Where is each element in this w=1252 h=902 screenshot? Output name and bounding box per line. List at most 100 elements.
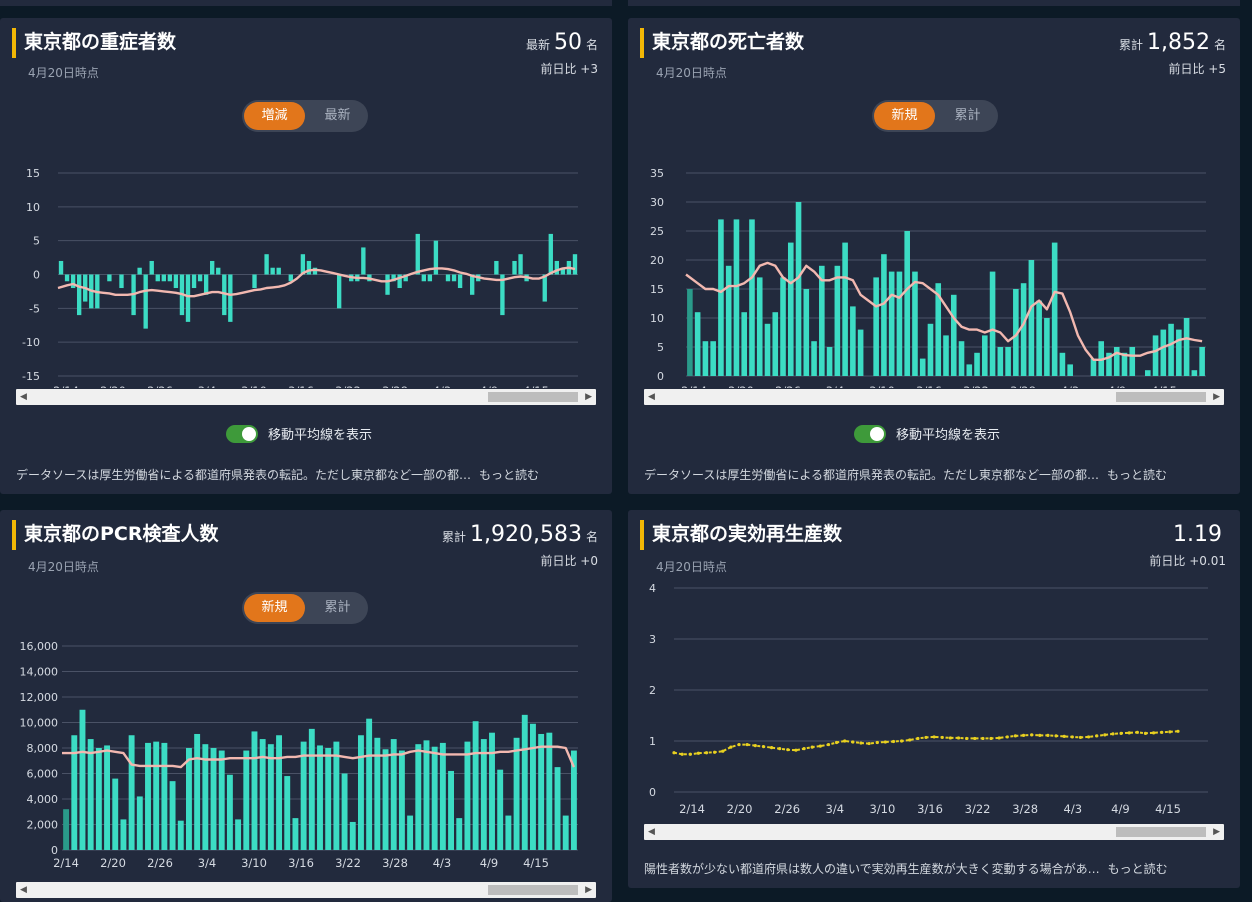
rt-point <box>1103 733 1107 737</box>
bar <box>982 335 988 376</box>
bar <box>694 312 701 376</box>
rt-point <box>1062 734 1066 739</box>
bar <box>58 260 64 275</box>
toggle-new[interactable]: 新規 <box>874 102 935 130</box>
chart-scrollbar[interactable]: ◀ ▶ <box>644 389 1224 405</box>
x-tick-label: 2/20 <box>100 384 126 388</box>
bar <box>210 748 217 850</box>
chart-scrollbar[interactable]: ◀ ▶ <box>16 389 596 405</box>
x-tick-label: 4/15 <box>1151 384 1177 388</box>
scroll-right-icon[interactable]: ▶ <box>1213 827 1220 837</box>
deaths-chart: 35 30 25 20 15 10 5 0 2/14 2/20 2/26 3/4 3/10 3/16 3/2… <box>650 167 1206 388</box>
scroll-thumb[interactable] <box>1116 827 1206 837</box>
rt-point <box>737 742 741 747</box>
bar <box>1144 370 1151 376</box>
bar <box>1176 329 1182 376</box>
bar <box>222 274 227 316</box>
bar <box>811 341 817 376</box>
rt-point <box>761 745 766 749</box>
bar <box>896 271 903 376</box>
scroll-left-icon[interactable]: ◀ <box>648 827 655 837</box>
y-tick-label: 10 <box>650 312 664 325</box>
rt-point <box>1127 731 1131 735</box>
bar <box>391 274 396 282</box>
bar <box>1129 347 1136 376</box>
toggle-cumulative[interactable]: 累計 <box>324 600 351 615</box>
bar <box>153 741 160 850</box>
x-tick-label: 3/16 <box>916 384 942 388</box>
toggle-new[interactable]: 新規 <box>244 594 305 622</box>
bar <box>958 341 965 376</box>
scroll-thumb[interactable] <box>488 885 578 895</box>
bar <box>300 254 306 275</box>
bar <box>390 739 397 850</box>
bar <box>741 312 748 376</box>
chart-scrollbar[interactable]: ◀ ▶ <box>16 882 596 898</box>
data-note: データソースは厚生労働省による都道府県発表の転記。ただし東京都など一部の都… もっ… <box>16 466 539 483</box>
scroll-right-icon[interactable]: ▶ <box>1213 392 1220 402</box>
rt-point <box>981 736 985 741</box>
toggle-latest[interactable]: 最新 <box>324 108 351 123</box>
bar <box>445 274 451 282</box>
y-tick-label: 3 <box>649 633 656 646</box>
card-date: 4月20日時点 <box>28 66 99 80</box>
x-tick-label: 3/28 <box>382 384 408 388</box>
toggle-increase[interactable]: 増減 <box>244 102 305 130</box>
bar <box>267 744 274 850</box>
rt-point <box>908 738 912 742</box>
y-tick-label: 4 <box>649 582 656 595</box>
x-tick-label: 2/26 <box>774 802 800 816</box>
read-more-link[interactable]: もっと読む <box>1107 862 1168 876</box>
bar <box>341 773 348 850</box>
bar <box>385 274 390 295</box>
scroll-left-icon[interactable]: ◀ <box>648 392 655 402</box>
y-tick-label: 1 <box>649 735 656 748</box>
bar <box>1028 260 1035 376</box>
bar <box>470 274 475 295</box>
bar <box>1191 370 1198 376</box>
bar <box>149 260 154 275</box>
scroll-thumb[interactable] <box>488 392 578 402</box>
scroll-left-icon[interactable]: ◀ <box>20 885 27 895</box>
bar <box>403 274 408 282</box>
rt-point <box>883 740 887 744</box>
bar <box>570 750 577 850</box>
bar <box>398 750 405 850</box>
x-tick-label: 4/9 <box>1108 384 1127 388</box>
bar <box>521 714 528 850</box>
scroll-thumb[interactable] <box>1116 392 1206 402</box>
bar <box>95 748 102 850</box>
bar <box>235 819 242 850</box>
scroll-left-icon[interactable]: ◀ <box>20 392 27 402</box>
rt-point <box>900 739 904 743</box>
rt-point <box>1111 732 1115 736</box>
x-tick-label: 3/22 <box>335 856 361 870</box>
bar <box>306 260 312 275</box>
bar <box>270 267 275 275</box>
toggle-cumulative[interactable]: 累計 <box>954 108 981 123</box>
scroll-right-icon[interactable]: ▶ <box>585 885 592 895</box>
bar <box>974 352 980 376</box>
avg-switch[interactable] <box>854 424 886 443</box>
bar <box>397 274 402 289</box>
scroll-right-icon[interactable]: ▶ <box>585 392 592 402</box>
rt-point <box>924 735 928 740</box>
x-tick-label: 4/3 <box>433 384 452 388</box>
y-tick-label: -10 <box>22 336 40 349</box>
bar <box>264 254 269 275</box>
rt-point <box>1070 735 1074 739</box>
card-severe: 東京都の重症者数 4月20日時点 最新 50 名 前日比 +3 増減 最新 15 10… <box>0 18 612 494</box>
bar <box>415 744 422 850</box>
bar <box>480 739 487 850</box>
x-tick-label: 4/15 <box>523 856 549 870</box>
x-tick-label: 3/4 <box>826 384 845 388</box>
bar <box>374 737 381 850</box>
chart-scrollbar[interactable]: ◀ ▶ <box>644 824 1224 840</box>
read-more-link[interactable]: もっと読む <box>479 468 540 482</box>
read-more-link[interactable]: もっと読む <box>1107 468 1168 482</box>
rt-point <box>745 742 749 747</box>
avg-switch[interactable] <box>226 424 258 443</box>
card-date: 4月20日時点 <box>656 66 727 80</box>
stat-unit: 名 <box>585 38 598 52</box>
stat-prefix: 最新 <box>525 38 550 52</box>
